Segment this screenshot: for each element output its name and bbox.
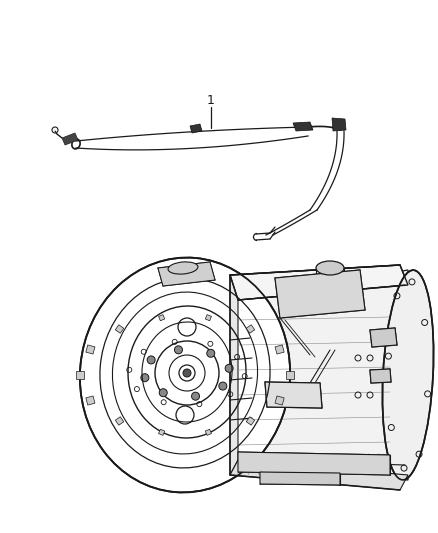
Polygon shape [260,472,340,485]
Circle shape [225,364,233,373]
Polygon shape [265,382,322,408]
Polygon shape [246,325,255,333]
Circle shape [275,386,282,393]
Polygon shape [246,417,255,425]
Circle shape [191,392,200,400]
Ellipse shape [80,257,290,492]
Polygon shape [86,396,95,405]
Circle shape [285,399,292,406]
Polygon shape [275,270,365,318]
Polygon shape [230,265,408,300]
Circle shape [275,399,282,406]
Polygon shape [238,270,408,480]
Polygon shape [205,429,212,435]
Polygon shape [370,369,391,383]
Polygon shape [62,133,78,145]
Polygon shape [238,452,390,475]
Circle shape [294,399,301,406]
Circle shape [219,382,227,390]
Polygon shape [115,417,124,425]
Polygon shape [115,325,124,333]
Polygon shape [286,371,294,379]
Circle shape [207,349,215,357]
Polygon shape [190,124,202,133]
Circle shape [141,374,149,382]
Circle shape [285,386,292,393]
Circle shape [174,346,183,354]
Polygon shape [230,275,238,475]
Polygon shape [293,122,313,131]
Polygon shape [158,262,215,286]
Circle shape [183,369,191,377]
Polygon shape [159,314,165,321]
Polygon shape [86,345,95,354]
Circle shape [294,386,301,393]
Polygon shape [275,396,284,405]
Ellipse shape [382,270,434,480]
Ellipse shape [168,262,198,274]
Polygon shape [230,460,408,490]
Polygon shape [76,371,84,379]
Circle shape [304,386,311,393]
Polygon shape [370,328,397,347]
Circle shape [147,356,155,364]
Polygon shape [275,345,284,354]
Polygon shape [159,429,165,435]
Circle shape [159,389,167,397]
Ellipse shape [316,261,344,275]
Polygon shape [205,314,212,321]
Polygon shape [332,118,346,131]
Text: 1: 1 [207,94,215,108]
